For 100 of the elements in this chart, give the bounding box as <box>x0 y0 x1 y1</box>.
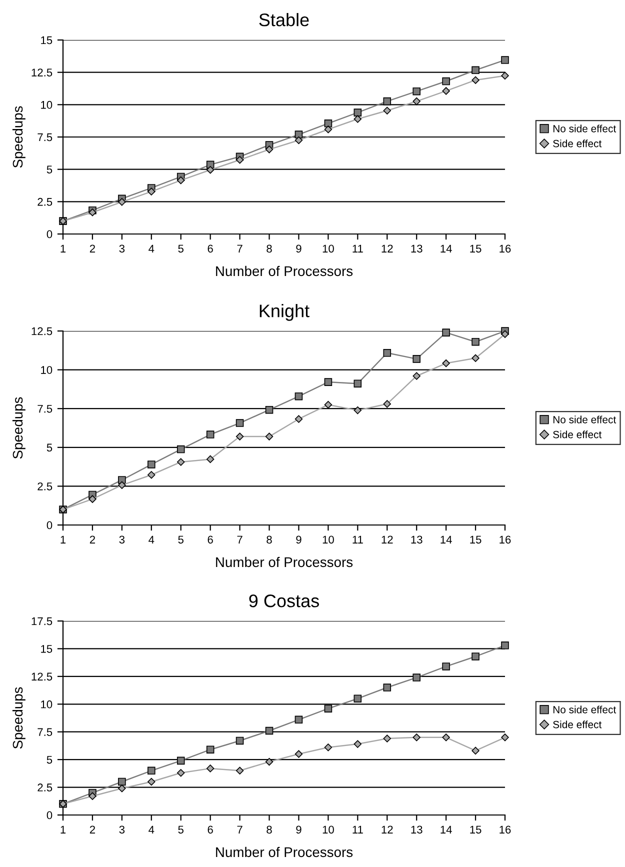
y-tick-label: 15 <box>41 36 52 44</box>
y-tick-label: 2.5 <box>38 482 52 490</box>
point <box>442 359 450 368</box>
point <box>472 652 480 660</box>
point <box>383 97 392 106</box>
point <box>354 694 362 702</box>
x-tick-label: 6 <box>208 826 213 834</box>
y-axis-title: Speedups <box>12 687 26 749</box>
y-tick-label: 0 <box>46 230 52 238</box>
point <box>206 166 214 174</box>
x-tick-label: 9 <box>296 826 302 834</box>
x-tick-label: 10 <box>322 244 334 253</box>
point <box>118 198 126 206</box>
point <box>442 734 450 742</box>
x-tick-label: 13 <box>411 826 422 834</box>
y-tick-label: 5 <box>46 756 52 764</box>
point <box>118 778 126 786</box>
x-tick-label: 8 <box>266 244 272 253</box>
point <box>177 458 185 466</box>
point <box>354 108 362 116</box>
point <box>412 734 420 742</box>
y-tick-label: 0 <box>46 521 52 530</box>
point <box>294 392 303 400</box>
x-tick-label: 10 <box>322 826 334 834</box>
x-tick-label: 4 <box>148 244 154 252</box>
x-tick-label: 13 <box>411 244 422 253</box>
point <box>148 460 156 468</box>
point <box>412 674 420 682</box>
point <box>383 348 392 357</box>
point <box>265 758 274 766</box>
point <box>383 106 391 114</box>
x-tick-label: 16 <box>500 244 511 253</box>
point <box>383 400 391 408</box>
point <box>177 176 185 184</box>
x-tick-label: 16 <box>500 536 511 544</box>
point <box>324 378 332 386</box>
point <box>294 130 303 138</box>
x-axis-title: Number of Processors <box>216 266 353 276</box>
x-tick-label: 7 <box>237 826 242 834</box>
point <box>236 432 244 440</box>
point <box>383 684 392 692</box>
point <box>206 764 214 772</box>
x-tick-label: 9 <box>296 244 302 253</box>
x-tick-label: 8 <box>266 536 272 544</box>
legend-label: Side effect <box>553 720 602 728</box>
point <box>294 750 303 758</box>
point <box>324 400 332 409</box>
chart-title: Knight <box>260 304 310 321</box>
point <box>354 380 362 388</box>
legend-label: Side effect <box>553 140 602 148</box>
point <box>442 328 450 336</box>
y-tick-label: 12.5 <box>32 327 52 336</box>
point <box>472 338 480 346</box>
y-tick-label: 17.5 <box>32 617 52 626</box>
chart-title: Stable <box>259 13 309 26</box>
point <box>442 87 450 95</box>
point <box>265 146 274 154</box>
point <box>88 208 96 216</box>
point <box>501 641 509 650</box>
x-tick-label: 16 <box>500 826 511 834</box>
point <box>236 419 244 427</box>
point <box>324 120 332 128</box>
x-tick-label: 12 <box>382 536 393 544</box>
x-tick-label: 14 <box>440 244 452 252</box>
y-tick-label: 15 <box>41 645 52 653</box>
point <box>501 330 509 338</box>
x-tick-label: 1 <box>60 244 66 252</box>
point <box>206 455 214 464</box>
y-tick-label: 7.5 <box>38 404 52 413</box>
x-tick-label: 5 <box>178 536 184 544</box>
y-axis-title: Speedups <box>12 397 26 459</box>
y-tick-label: 2.5 <box>38 784 52 792</box>
point <box>442 662 450 670</box>
x-tick-label: 2 <box>90 536 95 544</box>
point <box>412 355 420 363</box>
x-tick-label: 11 <box>352 244 363 252</box>
point <box>148 766 156 775</box>
point <box>176 445 185 454</box>
y-tick-label: 0 <box>46 811 52 820</box>
y-tick-label: 5 <box>46 444 52 452</box>
x-tick-label: 3 <box>119 536 125 544</box>
x-tick-label: 14 <box>440 536 452 544</box>
point <box>88 792 96 800</box>
point <box>324 744 332 752</box>
point <box>294 136 303 144</box>
y-tick-label: 7.5 <box>38 133 52 142</box>
point <box>236 766 244 775</box>
point <box>472 76 480 84</box>
point <box>324 126 332 134</box>
point <box>472 746 480 755</box>
point <box>118 784 126 792</box>
point <box>442 77 450 86</box>
x-tick-label: 3 <box>119 244 125 253</box>
y-tick-label: 10 <box>41 100 52 109</box>
point <box>265 726 274 735</box>
legend-label: No side effect <box>553 416 616 424</box>
point <box>148 188 156 196</box>
x-tick-label: 15 <box>470 244 482 253</box>
point <box>354 115 362 123</box>
x-tick-label: 2 <box>90 244 95 252</box>
